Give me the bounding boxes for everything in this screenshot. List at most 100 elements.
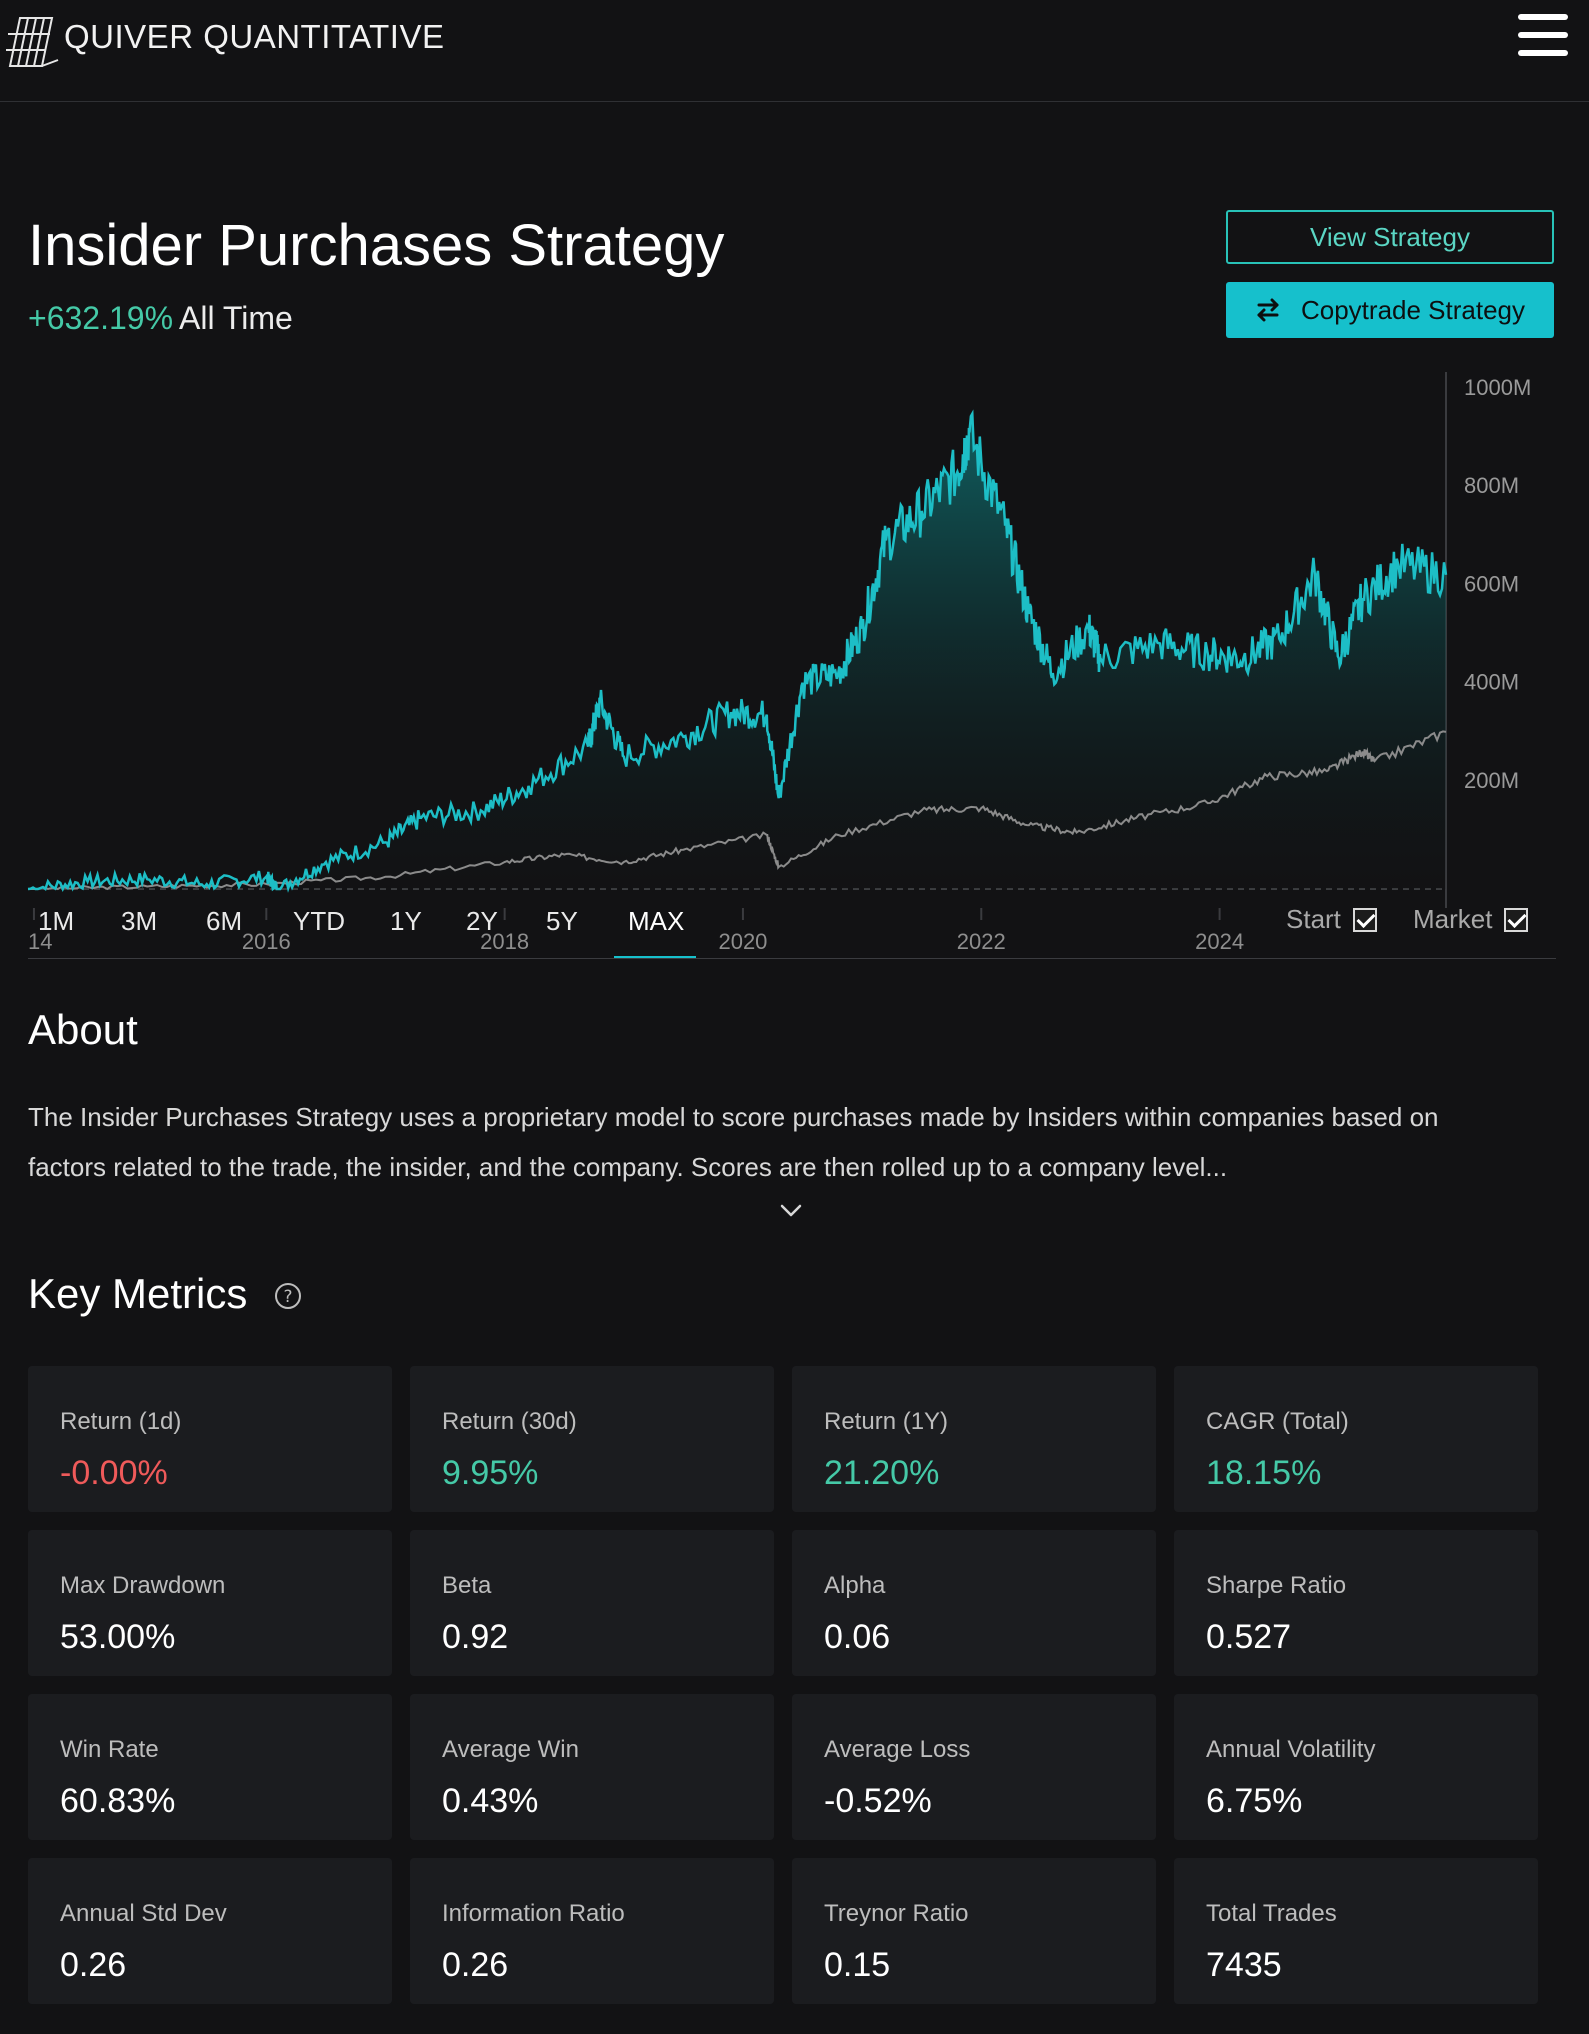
y-tick-label: 200M bbox=[1464, 768, 1519, 793]
return-period-label: All Time bbox=[179, 300, 293, 336]
metric-value: -0.52% bbox=[824, 1782, 932, 1820]
performance-chart[interactable]: 1000M 800M 600M 400M 200M 14 2016 2018 2020 2022… bbox=[0, 368, 1589, 958]
range-button-ytd[interactable]: YTD bbox=[293, 906, 345, 936]
top-navigation-bar: QUIVER QUANTITATIVE bbox=[0, 0, 1589, 102]
metric-label: Alpha bbox=[824, 1572, 886, 1599]
metric-value: 0.06 bbox=[824, 1618, 891, 1656]
strategy-title: Insider Purchases Strategy bbox=[28, 213, 725, 278]
quiver-logo-icon[interactable] bbox=[2, 12, 60, 70]
metric-card: Return (1Y) 21.20% bbox=[792, 1366, 1156, 1512]
time-range-selector: 1M 3M 6M YTD 1Y 2Y 5Y MAX bbox=[0, 906, 1589, 958]
swap-arrows-icon bbox=[1257, 298, 1279, 322]
metric-label: CAGR (Total) bbox=[1206, 1408, 1349, 1435]
metric-card: Annual Volatility 6.75% bbox=[1174, 1694, 1538, 1840]
y-axis-ticks: 1000M 800M 600M 400M 200M bbox=[1464, 375, 1531, 793]
market-series-line bbox=[28, 730, 1447, 891]
start-toggle[interactable]: Start bbox=[1286, 904, 1377, 935]
metric-value: 0.26 bbox=[442, 1946, 509, 1984]
key-metrics-heading: Key Metrics bbox=[28, 1270, 248, 1317]
hamburger-menu-button[interactable] bbox=[1518, 12, 1572, 60]
metric-card: CAGR (Total) 18.15% bbox=[1174, 1366, 1538, 1512]
metric-value: 0.26 bbox=[60, 1946, 127, 1984]
metric-card: Average Loss -0.52% bbox=[792, 1694, 1156, 1840]
metric-card: Beta 0.92 bbox=[410, 1530, 774, 1676]
hamburger-icon-bar bbox=[1518, 14, 1568, 20]
y-tick-label: 600M bbox=[1464, 571, 1519, 596]
metric-value: 0.527 bbox=[1206, 1618, 1292, 1656]
metric-card: Average Win 0.43% bbox=[410, 1694, 774, 1840]
metric-label: Treynor Ratio bbox=[824, 1900, 969, 1927]
view-strategy-button[interactable]: View Strategy bbox=[1226, 210, 1554, 264]
brand-name[interactable]: QUIVER QUANTITATIVE bbox=[64, 18, 445, 55]
x-tick-label: 2016 bbox=[242, 929, 291, 954]
metric-value: 60.83% bbox=[60, 1782, 176, 1820]
metric-label: Max Drawdown bbox=[60, 1572, 226, 1599]
metric-card: Total Trades 7435 bbox=[1174, 1858, 1538, 2004]
strategy-series-line bbox=[27, 409, 1448, 893]
metric-value: 7435 bbox=[1206, 1946, 1282, 1984]
metric-card: Sharpe Ratio 0.527 bbox=[1174, 1530, 1538, 1676]
range-button-6m[interactable]: 6M bbox=[206, 906, 243, 936]
copytrade-strategy-button[interactable]: Copytrade Strategy bbox=[1226, 282, 1554, 338]
metric-label: Return (1d) bbox=[60, 1408, 182, 1435]
y-tick-label: 800M bbox=[1464, 473, 1519, 498]
chart-divider bbox=[28, 958, 1556, 959]
chevron-down-icon[interactable] bbox=[776, 1198, 806, 1222]
market-toggle-label: Market bbox=[1413, 904, 1493, 934]
copytrade-button-label: Copytrade Strategy bbox=[1300, 294, 1525, 325]
hamburger-icon-bar bbox=[1518, 50, 1568, 56]
range-button-max[interactable]: MAX bbox=[628, 906, 685, 936]
metric-value: 18.15% bbox=[1206, 1454, 1322, 1492]
metric-label: Information Ratio bbox=[442, 1900, 625, 1927]
metric-value: 21.20% bbox=[824, 1454, 940, 1492]
metric-value: 6.75% bbox=[1206, 1782, 1303, 1820]
metric-value: 0.92 bbox=[442, 1618, 509, 1656]
market-toggle[interactable]: Market bbox=[1413, 904, 1529, 935]
strategy-performance: +632.19% All Time bbox=[28, 300, 293, 337]
metric-value: 53.00% bbox=[60, 1618, 176, 1656]
all-time-return: +632.19% bbox=[28, 300, 174, 336]
metric-label: Win Rate bbox=[60, 1736, 159, 1763]
x-tick-label: 14 bbox=[28, 929, 52, 954]
chart-canvas[interactable]: 1000M 800M 600M 400M 200M 14 2016 2018 2020 2022… bbox=[0, 368, 1589, 958]
metric-value: 9.95% bbox=[442, 1454, 539, 1492]
metric-label: Average Loss bbox=[824, 1736, 971, 1763]
metric-label: Return (30d) bbox=[442, 1408, 577, 1435]
active-range-indicator bbox=[614, 956, 696, 959]
metric-card: Treynor Ratio 0.15 bbox=[792, 1858, 1156, 2004]
range-button-1y[interactable]: 1Y bbox=[390, 906, 422, 936]
x-tick-label: 2022 bbox=[957, 929, 1006, 954]
start-checkbox[interactable] bbox=[1352, 907, 1377, 932]
metric-label: Average Win bbox=[442, 1736, 579, 1763]
x-tick-label: 2020 bbox=[718, 929, 767, 954]
svg-text:?: ? bbox=[283, 1287, 292, 1307]
range-button-5y[interactable]: 5Y bbox=[546, 906, 578, 936]
strategy-area-fill bbox=[28, 413, 1446, 889]
metric-label: Beta bbox=[442, 1572, 492, 1599]
x-tick-label: 2024 bbox=[1195, 929, 1244, 954]
metric-label: Return (1Y) bbox=[824, 1408, 949, 1435]
y-tick-label: 1000M bbox=[1464, 375, 1531, 400]
metric-value: 0.15 bbox=[824, 1946, 891, 1984]
about-heading: About bbox=[28, 1006, 138, 1053]
about-description: The Insider Purchases Strategy uses a pr… bbox=[28, 1102, 1439, 1182]
metric-value: 0.43% bbox=[442, 1782, 539, 1820]
hamburger-icon-bar bbox=[1518, 32, 1568, 38]
metric-label: Annual Volatility bbox=[1206, 1736, 1376, 1763]
metric-card: Alpha 0.06 bbox=[792, 1530, 1156, 1676]
range-button-1m[interactable]: 1M bbox=[38, 906, 75, 936]
metric-value: -0.00% bbox=[60, 1454, 168, 1492]
metric-card: Information Ratio 0.26 bbox=[410, 1858, 774, 2004]
metric-card: Return (30d) 9.95% bbox=[410, 1366, 774, 1512]
metric-card: Annual Std Dev 0.26 bbox=[28, 1858, 392, 2004]
range-button-3m[interactable]: 3M bbox=[121, 906, 158, 936]
metric-label: Annual Std Dev bbox=[60, 1900, 227, 1927]
x-tick-label: 2018 bbox=[480, 929, 529, 954]
metric-card: Max Drawdown 53.00% bbox=[28, 1530, 392, 1676]
market-checkbox[interactable] bbox=[1504, 907, 1529, 932]
metric-label: Total Trades bbox=[1206, 1900, 1337, 1927]
metric-card: Return (1d) -0.00% bbox=[28, 1366, 392, 1512]
help-circle-icon[interactable]: ? bbox=[274, 1282, 302, 1310]
metric-card: Win Rate 60.83% bbox=[28, 1694, 392, 1840]
range-button-2y[interactable]: 2Y bbox=[466, 906, 498, 936]
